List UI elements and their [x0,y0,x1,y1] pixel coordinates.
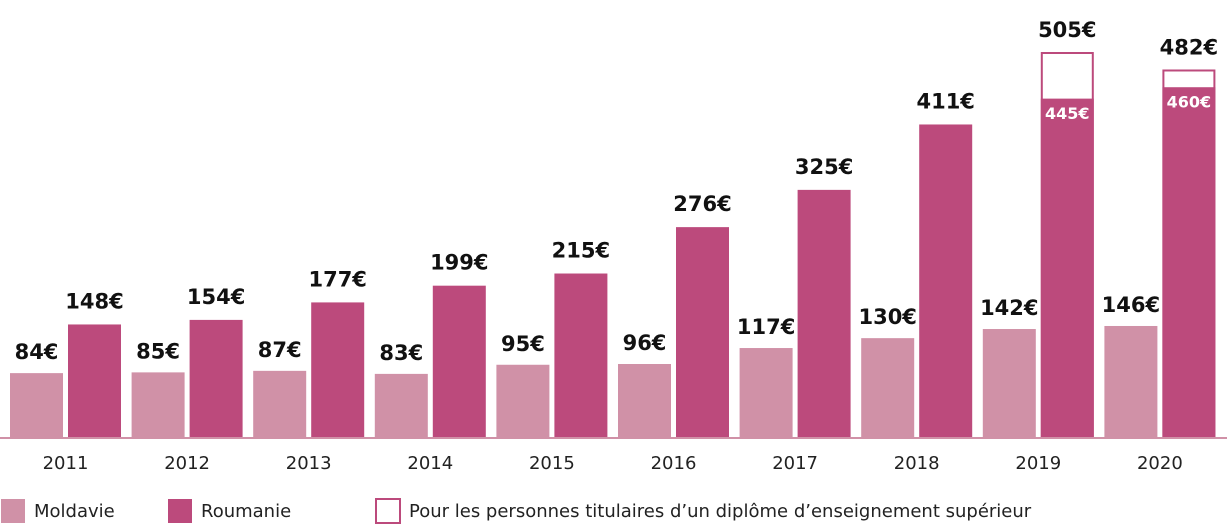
bar [739,348,793,437]
value-label: 276€ [673,192,731,216]
x-tick-label: 2012 [164,453,210,474]
legend-label: Roumanie [201,501,291,522]
bar [1104,325,1158,437]
value-label: 85€ [136,339,180,363]
bar [10,373,63,437]
bar [1040,98,1094,437]
value-label: 95€ [501,332,545,356]
x-tick-label: 2011 [43,453,89,474]
bar [311,302,365,437]
value-label: 505€ [1038,18,1096,42]
x-tick-label: 2018 [894,453,940,474]
bar [982,329,1036,437]
value-label: 215€ [552,239,610,263]
legend-label: Moldavie [34,501,115,522]
value-label: 130€ [858,305,916,329]
value-label: 117€ [737,315,795,339]
bar [919,124,973,437]
bar [554,273,608,437]
value-label: 482€ [1160,35,1218,59]
x-tick-label: 2017 [772,453,818,474]
value-label: 177€ [308,267,366,291]
value-label: 96€ [623,331,667,355]
bar [131,372,185,437]
x-tick-label: 2016 [651,453,697,474]
bar [496,364,550,437]
legend-swatch [375,498,401,524]
value-label: 87€ [258,338,302,362]
bar [189,319,243,437]
bar [676,227,729,437]
value-label: 199€ [430,251,488,275]
x-tick-label: 2020 [1137,453,1183,474]
bar [374,373,428,437]
bar [1162,87,1216,437]
value-label: 460€ [1167,93,1212,112]
value-label: 84€ [15,340,59,364]
bar [68,324,121,437]
bar [797,189,851,437]
value-label: 154€ [187,285,245,309]
value-label: 83€ [379,341,423,365]
value-label: 411€ [916,89,974,113]
x-tick-label: 2019 [1015,453,1061,474]
value-label: 146€ [1102,293,1160,317]
bar [253,370,307,437]
legend-swatch [168,499,192,523]
legend-swatch [1,499,25,523]
value-label: 325€ [795,155,853,179]
value-label: 148€ [65,289,123,313]
x-tick-label: 2013 [286,453,332,474]
bar [861,338,915,437]
bar [432,285,486,437]
bar [618,364,671,437]
legend-label: Pour les personnes titulaires d’un diplô… [409,501,1032,522]
value-label: 445€ [1045,104,1090,123]
value-label: 142€ [980,296,1038,320]
x-tick-label: 2014 [407,453,453,474]
x-tick-label: 2015 [529,453,575,474]
